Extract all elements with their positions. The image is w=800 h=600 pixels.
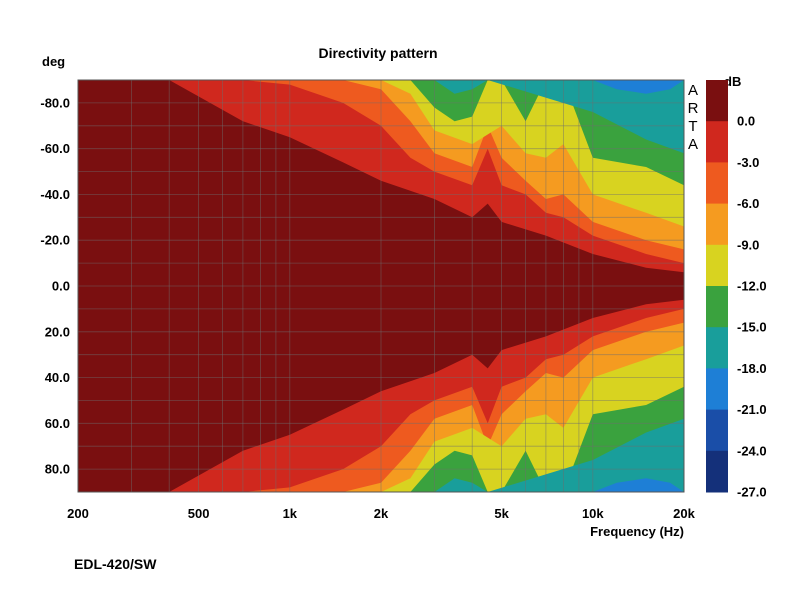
colorbar-tick-label: -6.0 [737,196,759,211]
fill-level-21-lower [78,478,684,492]
y-tick-label: 20.0 [45,324,70,339]
colorbar-swatch [706,327,728,369]
gridlines [78,80,684,492]
y-tick-label: -20.0 [40,233,70,248]
y-tick-label: -60.0 [40,141,70,156]
watermark-letter: T [688,118,697,135]
colorbar-swatch [706,368,728,411]
colorbar-label: dB [724,74,741,89]
colorbar-swatch [706,409,728,452]
colorbar-swatch [706,450,728,493]
fill-level-12-upper [78,80,684,227]
fill-level-21-upper [78,80,684,94]
y-axis-label: deg [42,54,65,69]
y-tick-label: 0.0 [52,279,70,294]
chart-title: Directivity pattern [318,45,437,61]
watermark-letter: A [688,136,698,153]
x-tick-label: 10k [582,506,604,521]
y-tick-label: -80.0 [40,95,70,110]
watermark-letter: A [688,82,698,99]
colorbar-tick-label: -24.0 [737,443,767,458]
colorbar-swatch [706,286,728,328]
y-tick-labels: -80.0 -60.0 -40.0 -20.0 0.0 20.0 40.0 60.0 80.0 [40,95,70,476]
x-tick-label: 5k [494,506,509,521]
colorbar-swatch [706,80,728,122]
colorbar-tick-label: -12.0 [737,279,767,294]
colorbar-tick-label: -18.0 [737,361,767,376]
x-tick-label: 1k [283,506,298,521]
colorbar-tick-label: -21.0 [737,402,767,417]
model-label: EDL-420/SW [74,556,157,572]
colorbar-tick-label: -3.0 [737,155,759,170]
colorbar-tick-label: 0.0 [737,114,755,129]
colorbar-tick-label: -9.0 [737,237,759,252]
x-tick-label: 200 [67,506,89,521]
fill-level-12-lower [78,345,684,492]
x-tick-label: 500 [188,506,210,521]
colorbar: 0.0 -3.0 -6.0 -9.0 -12.0 -15.0 -18.0 -21.0 -24.0… [706,80,767,500]
colorbar-swatch [706,162,728,205]
colorbar-tick-label: -15.0 [737,320,767,335]
colorbar-tick-label: -27.0 [737,485,767,500]
fill-level-15-lower [78,386,684,492]
x-tick-label: 20k [673,506,695,521]
colorbar-swatch [706,244,728,287]
y-tick-label: -40.0 [40,187,70,202]
colorbar-swatch [706,203,728,246]
x-tick-label: 2k [374,506,389,521]
fill-level-15-upper [78,80,684,186]
x-tick-labels: 200 500 1k 2k 5k 10k 20k [67,506,695,521]
plot-frame [77,79,685,493]
y-tick-label: 60.0 [45,416,70,431]
y-tick-label: 80.0 [45,462,70,477]
y-tick-label: 40.0 [45,370,70,385]
colorbar-swatch [706,121,728,163]
x-axis-label: Frequency (Hz) [590,524,684,539]
watermark-letter: R [688,100,699,117]
